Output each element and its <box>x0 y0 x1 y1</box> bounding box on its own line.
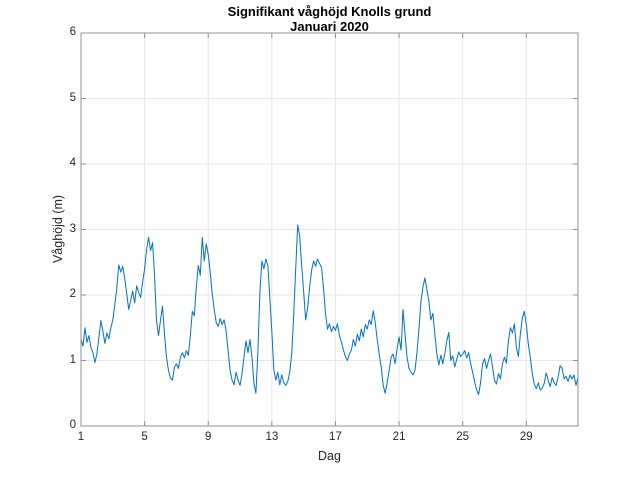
x-tick-label: 5 <box>141 431 148 443</box>
x-tick-label: 17 <box>329 431 342 443</box>
chart-title: Signifikant våghöjd Knolls grund <box>227 4 432 19</box>
x-tick-label: 1 <box>77 431 85 443</box>
x-tick-label: 21 <box>392 431 406 443</box>
chart-title-block: Signifikant våghöjd Knolls grund Januari… <box>81 4 578 34</box>
y-tick-label: 5 <box>69 91 76 104</box>
x-axis-label: Dag <box>318 449 341 463</box>
y-tick-label: 0 <box>69 419 76 431</box>
y-tick-label: 2 <box>69 288 76 300</box>
chart-subtitle: Januari 2020 <box>290 19 369 34</box>
x-tick-label: 9 <box>205 431 212 443</box>
data-line <box>80 224 579 396</box>
y-tick-label: 3 <box>69 222 76 235</box>
x-tick-label: 29 <box>519 431 533 443</box>
y-tick-label: 1 <box>69 353 76 366</box>
x-tick-label: 25 <box>456 431 470 443</box>
y-tick-label: 4 <box>69 157 76 169</box>
y-tick-label: 6 <box>69 26 76 38</box>
x-tick-label: 13 <box>265 431 279 443</box>
